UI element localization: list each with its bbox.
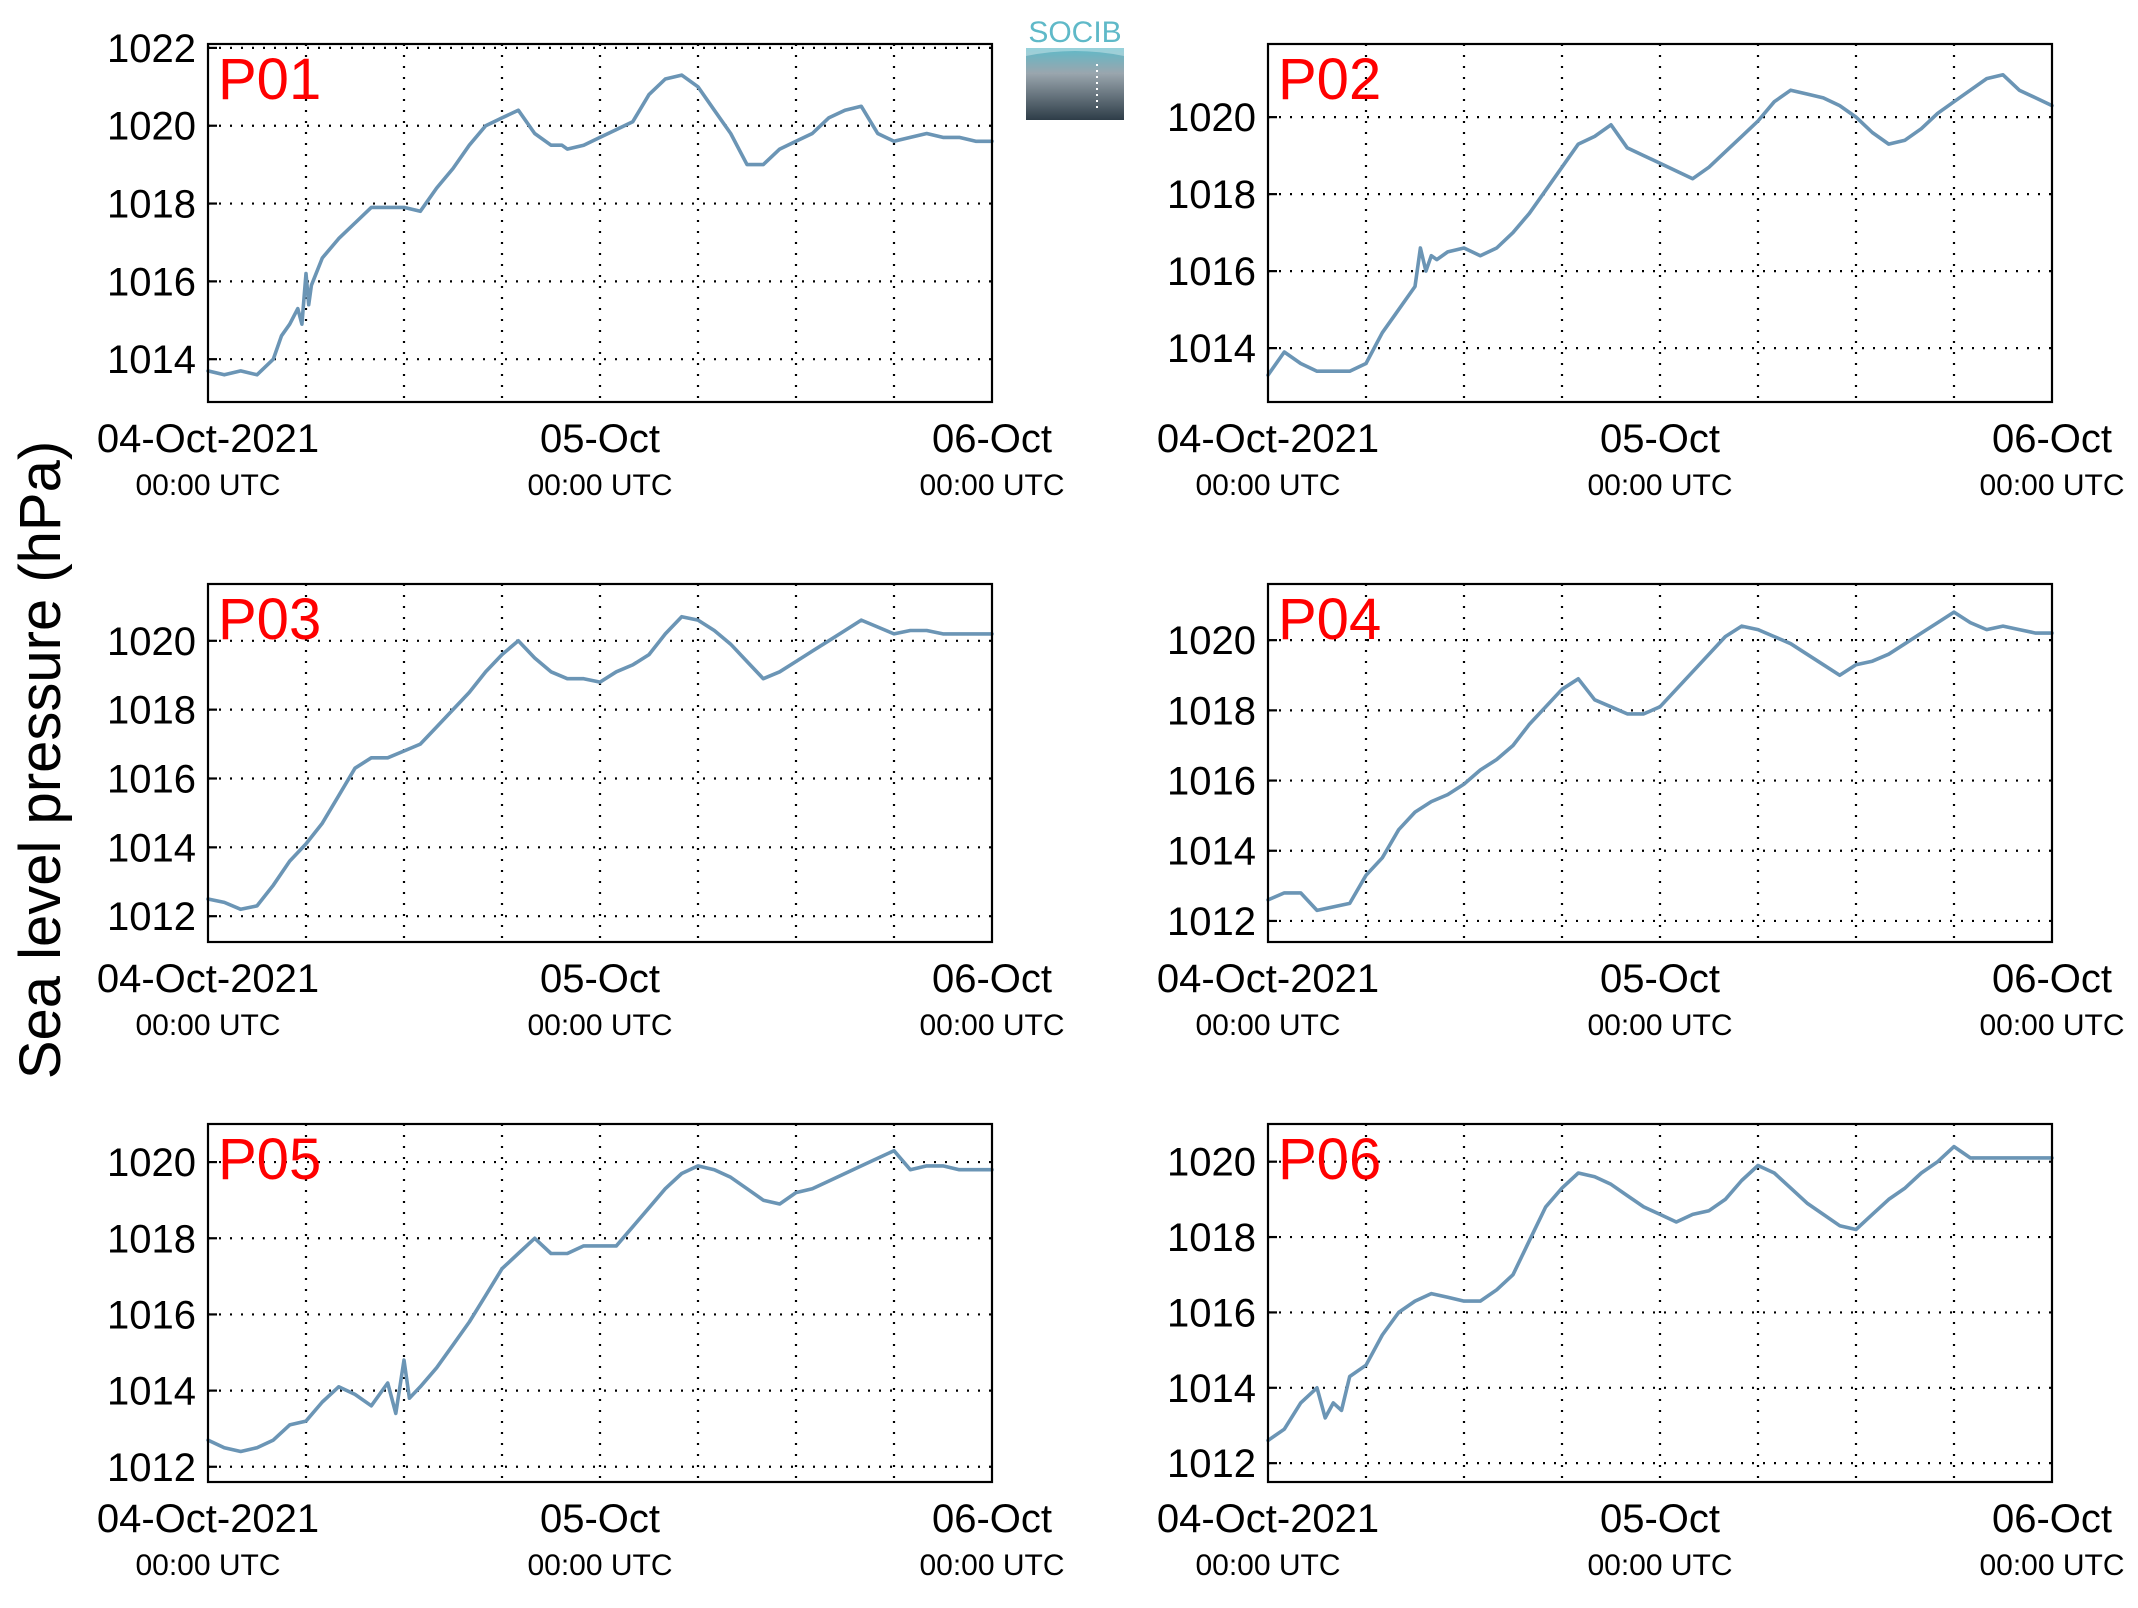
y-tick-label: 1020 [107,620,196,664]
x-tick-sublabel: 00:00 UTC [1195,1549,1340,1582]
panel-label: P06 [1278,1127,1381,1192]
x-tick-label: 04-Oct-2021 [1157,957,1379,1001]
x-tick-sublabel: 00:00 UTC [1587,1009,1732,1042]
x-tick-sublabel: 00:00 UTC [527,1549,672,1582]
x-tick-label: 06-Oct [1992,417,2112,461]
y-tick-label: 1012 [107,1446,196,1490]
x-tick-label: 05-Oct [1600,957,1720,1001]
socib-logo-text: SOCIB [1028,16,1121,49]
y-tick-label: 1020 [1167,1141,1256,1185]
x-tick-label: 05-Oct [540,1497,660,1541]
y-tick-label: 1012 [1167,1442,1256,1486]
plot-frame [1266,42,2054,404]
x-tick-label: 04-Oct-2021 [97,417,319,461]
x-tick-label: 04-Oct-2021 [1157,417,1379,461]
plot-frame [206,1122,994,1484]
plot-frame [206,582,994,944]
pressure-series-line [206,614,994,912]
y-axis-label: Sea level pressure (hPa) [8,441,73,1079]
x-tick-sublabel: 00:00 UTC [1979,1009,2124,1042]
pressure-series-line [1266,610,2054,913]
x-tick-label: 05-Oct [540,417,660,461]
y-tick-label: 1020 [1167,96,1256,140]
chart-panel-p02: 1014 1016 1018 1020 04-Oct-2021 00:00 UTC 05-O… [1157,42,2125,502]
x-tick-label: 06-Oct [932,417,1052,461]
x-tick-sublabel: 00:00 UTC [919,1009,1064,1042]
x-tick-sublabel: 00:00 UTC [1979,1549,2124,1582]
pressure-series-line [1266,73,2054,377]
x-tick-sublabel: 00:00 UTC [1195,469,1340,502]
plot-frame [206,42,994,404]
x-tick-sublabel: 00:00 UTC [1979,469,2124,502]
y-tick-label: 1018 [107,183,196,227]
x-tick-sublabel: 00:00 UTC [527,469,672,502]
socib-logo: SOCIB [1026,16,1124,120]
x-tick-sublabel: 00:00 UTC [135,1549,280,1582]
panel-label: P03 [218,587,321,652]
x-tick-label: 06-Oct [932,1497,1052,1541]
chart-panel-p01: 1014 1016 1018 1020 1022 04-Oct-2021 00:00 UTC… [97,27,1065,502]
y-tick-label: 1018 [1167,689,1256,733]
x-tick-label: 05-Oct [540,957,660,1001]
y-tick-label: 1012 [107,895,196,939]
y-tick-label: 1016 [1167,250,1256,294]
y-tick-label: 1016 [1167,760,1256,804]
pressure-series-line [206,73,994,377]
y-tick-label: 1018 [1167,173,1256,217]
y-tick-label: 1020 [1167,619,1256,663]
y-tick-label: 1022 [107,27,196,71]
panel-label: P01 [218,47,321,112]
x-tick-sublabel: 00:00 UTC [1587,1549,1732,1582]
x-tick-label: 06-Oct [1992,957,2112,1001]
y-tick-label: 1014 [107,826,196,870]
chart-panel-p06: 1012 1014 1016 1018 1020 04-Oct-2021 00:00 UTC… [1157,1122,2125,1582]
panel-label: P02 [1278,47,1381,112]
y-tick-label: 1016 [1167,1291,1256,1335]
panel-label: P04 [1278,587,1381,652]
y-tick-label: 1018 [107,1217,196,1261]
plot-frame [1266,582,2054,944]
y-tick-label: 1020 [107,105,196,149]
x-tick-sublabel: 00:00 UTC [135,1009,280,1042]
x-tick-label: 06-Oct [1992,1497,2112,1541]
x-tick-sublabel: 00:00 UTC [1587,469,1732,502]
x-tick-label: 04-Oct-2021 [97,1497,319,1541]
y-tick-label: 1014 [107,1370,196,1414]
y-tick-label: 1014 [1167,830,1256,874]
chart-panel-p04: 1012 1014 1016 1018 1020 04-Oct-2021 00:00 UTC… [1157,582,2125,1042]
plot-frame [1266,1122,2054,1484]
chart-panel-p05: 1012 1014 1016 1018 1020 04-Oct-2021 00:00 UTC… [97,1122,1065,1582]
y-tick-label: 1018 [107,689,196,733]
x-tick-label: 05-Oct [1600,417,1720,461]
x-tick-label: 06-Oct [932,957,1052,1001]
x-tick-label: 05-Oct [1600,1497,1720,1541]
y-tick-label: 1014 [1167,1367,1256,1411]
x-tick-sublabel: 00:00 UTC [1195,1009,1340,1042]
y-tick-label: 1016 [107,260,196,304]
y-tick-label: 1014 [1167,327,1256,371]
pressure-series-line [1266,1144,2054,1443]
x-tick-sublabel: 00:00 UTC [135,469,280,502]
chart-panel-p03: 1012 1014 1016 1018 1020 04-Oct-2021 00:00 UTC… [97,582,1065,1042]
x-tick-sublabel: 00:00 UTC [919,469,1064,502]
y-tick-label: 1016 [107,757,196,801]
x-tick-label: 04-Oct-2021 [1157,1497,1379,1541]
x-tick-sublabel: 00:00 UTC [919,1549,1064,1582]
x-tick-sublabel: 00:00 UTC [527,1009,672,1042]
y-tick-label: 1018 [1167,1216,1256,1260]
y-tick-label: 1020 [107,1141,196,1185]
pressure-series-line [206,1148,994,1454]
x-tick-label: 04-Oct-2021 [97,957,319,1001]
y-tick-label: 1016 [107,1293,196,1337]
panel-label: P05 [218,1127,321,1192]
y-tick-label: 1012 [1167,900,1256,944]
y-tick-label: 1014 [107,338,196,382]
